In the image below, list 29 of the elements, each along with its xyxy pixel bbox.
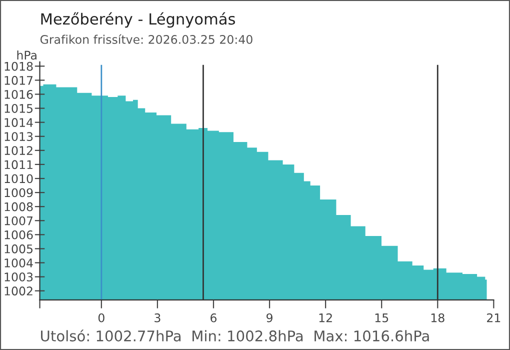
- y-tick-label: 1014: [4, 118, 33, 127]
- x-tick-label: 21: [487, 313, 500, 322]
- y-tick-label: 1011: [4, 160, 32, 170]
- x-tick-label: 0: [98, 313, 104, 322]
- x-tick-label: 3: [154, 313, 160, 322]
- chart-subtitle: Grafikon frissítve: 2026.03.25 20:40: [40, 34, 252, 44]
- y-tick-label: 1007: [4, 216, 33, 226]
- x-tick-label: 9: [266, 313, 272, 322]
- y-tick-label: 1009: [4, 188, 33, 198]
- x-tick-label: 6: [210, 313, 217, 322]
- x-tick-label: 18: [431, 313, 444, 322]
- y-tick-label: 1003: [4, 272, 33, 282]
- x-tick-label: 12: [319, 313, 332, 322]
- y-tick-label: 1012: [4, 146, 32, 156]
- y-tick-label: 1006: [4, 230, 33, 240]
- y-tick-label: 1002: [4, 286, 32, 296]
- x-tick-label: 15: [375, 314, 388, 322]
- y-tick-label: 1005: [4, 244, 32, 254]
- y-tick-label: 1018: [4, 62, 33, 71]
- chart-title: Mezőberény - Légnyomás: [41, 12, 235, 28]
- text: Utolsó: 1002.77hPa Min: 1002.8hPa Max: 1016.6hPa: [41, 330, 429, 342]
- y-tick-label: 1016: [4, 90, 33, 99]
- y-axis-title: hPa: [17, 50, 36, 60]
- y-tick-label: 1017: [4, 76, 33, 85]
- y-tick-label: 1013: [4, 132, 33, 142]
- y-tick-label: 1004: [4, 258, 33, 268]
- y-tick-label: 1008: [4, 202, 33, 212]
- y-tick-label: 1015: [4, 104, 32, 113]
- y-tick-label: 1010: [4, 174, 33, 184]
